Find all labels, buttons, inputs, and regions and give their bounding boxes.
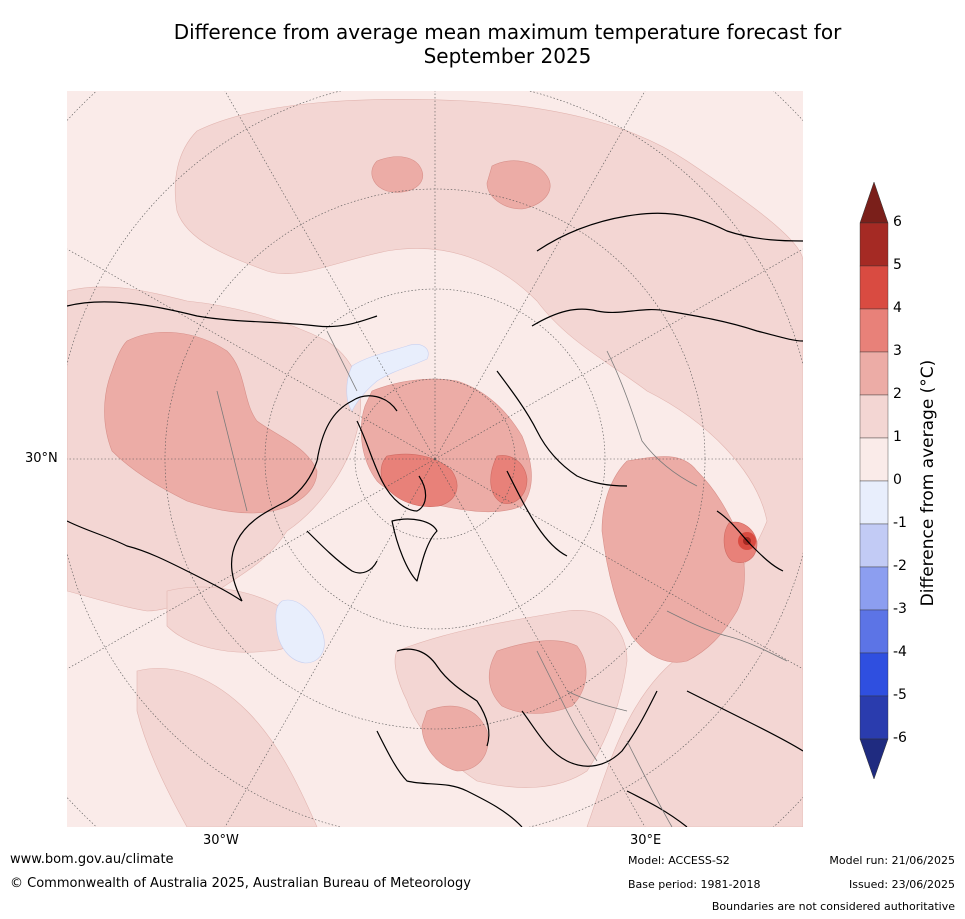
title-line-2: September 2025	[423, 44, 592, 68]
colorbar-bin	[859, 609, 889, 654]
anomaly-1-2-pacific-arctic	[174, 99, 803, 827]
colorbar-tick-label: -1	[893, 515, 907, 531]
lat-label-30n: 30°N	[25, 451, 58, 466]
colorbar-bin	[859, 695, 889, 740]
anomaly-1-2-atlantic	[136, 668, 318, 827]
footer-disclaimer: Boundaries are not considered authoritat…	[711, 900, 955, 913]
footer-issued: Issued: 23/06/2025	[848, 878, 955, 891]
colorbar-tick-label: 2	[893, 386, 902, 402]
colorbar-extend-under	[859, 738, 889, 780]
anomaly-2-3-eastern-europe	[488, 640, 587, 714]
colorbar-bin	[859, 308, 889, 353]
colorbar-tick-label: -5	[893, 687, 907, 703]
anomaly-3-4-greenland-core	[380, 453, 458, 507]
colorbar-bin	[859, 394, 889, 439]
chart-title: Difference from average mean maximum tem…	[120, 20, 895, 68]
colorbar-tick-label: -6	[893, 730, 907, 746]
colorbar-bin	[859, 437, 889, 482]
colorbar-bin	[859, 566, 889, 611]
colorbar-bin	[859, 652, 889, 697]
colorbar-tick-label: 6	[893, 214, 902, 230]
footer-model: Model: ACCESS-S2	[628, 854, 730, 867]
forecast-map	[67, 91, 803, 827]
coastlines	[67, 212, 803, 827]
colorbar-tick-label: -4	[893, 644, 907, 660]
lon-label-30e: 30°E	[630, 833, 662, 848]
graticule	[67, 91, 803, 827]
anomaly-2-3-canada	[104, 332, 318, 514]
colorbar-bin	[859, 523, 889, 568]
lon-label-30w: 30°W	[203, 833, 239, 848]
colorbar-bin	[859, 480, 889, 525]
footer-model-run: Model run: 21/06/2025	[829, 854, 955, 867]
colorbar-bin	[859, 265, 889, 310]
anomaly-neg-arctic	[346, 344, 429, 412]
colorbar-tick-label: -2	[893, 558, 907, 574]
anomaly-2-3-pacific-patch	[371, 156, 424, 193]
anomaly-neg-atlantic	[275, 599, 325, 664]
colorbar-tick-label: 0	[893, 472, 902, 488]
colorbar-bin	[859, 351, 889, 396]
colorbar	[859, 181, 889, 780]
colorbar-tick-label: 4	[893, 300, 902, 316]
footer-base-period: Base period: 1981-2018	[628, 878, 761, 891]
title-line-1: Difference from average mean maximum tem…	[173, 20, 842, 44]
anomaly-2-3-bering	[486, 160, 551, 210]
colorbar-tick-label: -3	[893, 601, 907, 617]
country-borders	[216, 330, 788, 827]
colorbar-tick-label: 1	[893, 429, 902, 445]
colorbar-label: Difference from average (°C)	[918, 359, 938, 607]
colorbar-extend-over	[859, 181, 889, 224]
footer-url[interactable]: www.bom.gov.au/climate	[10, 852, 174, 867]
anomaly-2-3-siberia	[601, 456, 745, 663]
anomaly-2-3-mediterranean	[421, 705, 489, 772]
footer-copyright: © Commonwealth of Australia 2025, Austra…	[10, 876, 471, 891]
colorbar-bin	[859, 222, 889, 267]
colorbar-tick-label: 3	[893, 343, 902, 359]
colorbar-tick-label: 5	[893, 257, 902, 273]
